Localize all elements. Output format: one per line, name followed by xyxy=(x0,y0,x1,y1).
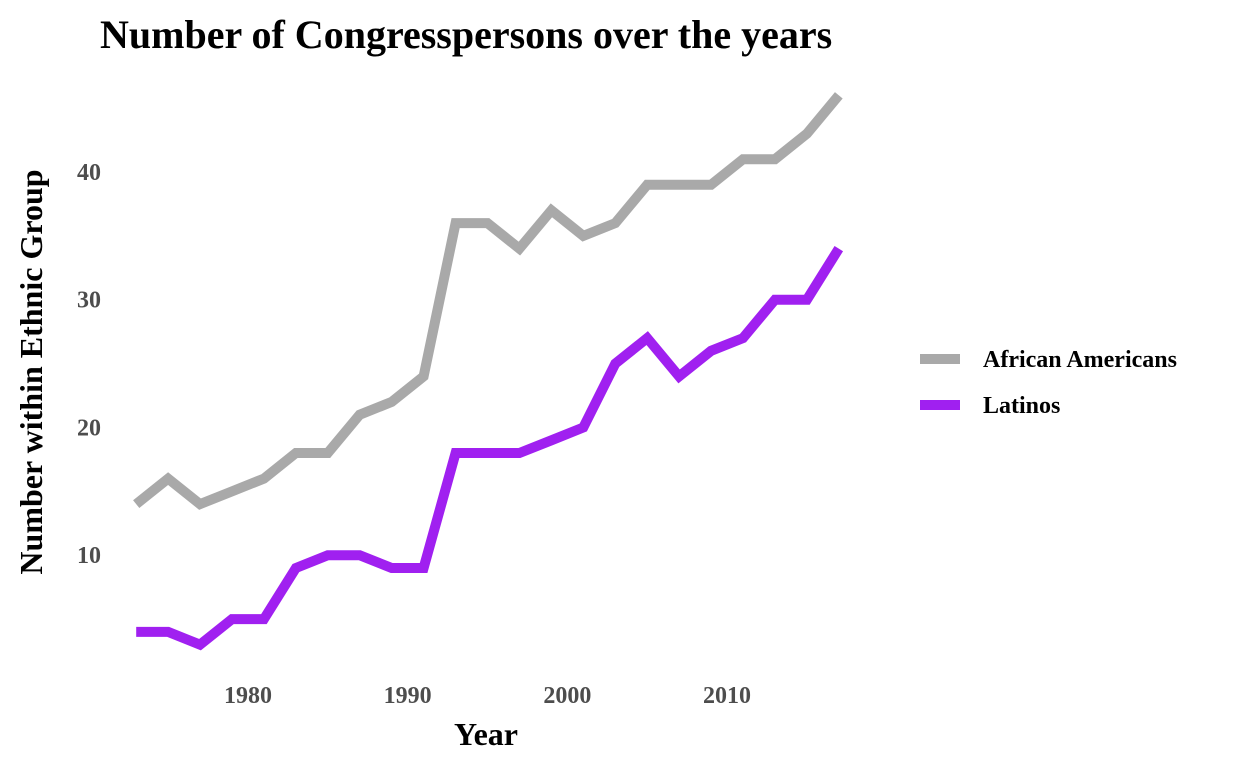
y-tick-label: 10 xyxy=(77,543,101,569)
x-tick-label: 2010 xyxy=(703,683,751,709)
x-axis-ticks: 1980 1990 2000 2010 xyxy=(224,683,751,709)
x-tick-label: 1990 xyxy=(384,683,432,709)
x-tick-label: 2000 xyxy=(543,683,591,709)
y-axis-title: Number within Ethnic Group xyxy=(13,169,49,574)
x-axis-title: Year xyxy=(454,716,518,752)
y-tick-label: 30 xyxy=(77,288,101,314)
series-line-0 xyxy=(133,92,843,510)
y-tick-label: 20 xyxy=(77,415,101,441)
y-axis-ticks: 10 20 30 40 xyxy=(77,160,101,569)
y-tick-label: 40 xyxy=(77,160,101,186)
legend-label-1: Latinos xyxy=(983,393,1060,419)
series-lines xyxy=(133,92,844,651)
legend: African Americans Latinos xyxy=(920,347,1177,419)
chart-title: Number of Congresspersons over the years xyxy=(100,12,832,57)
x-tick-label: 1980 xyxy=(224,683,272,709)
legend-label-0: African Americans xyxy=(983,347,1177,373)
series-line-1 xyxy=(136,245,844,651)
